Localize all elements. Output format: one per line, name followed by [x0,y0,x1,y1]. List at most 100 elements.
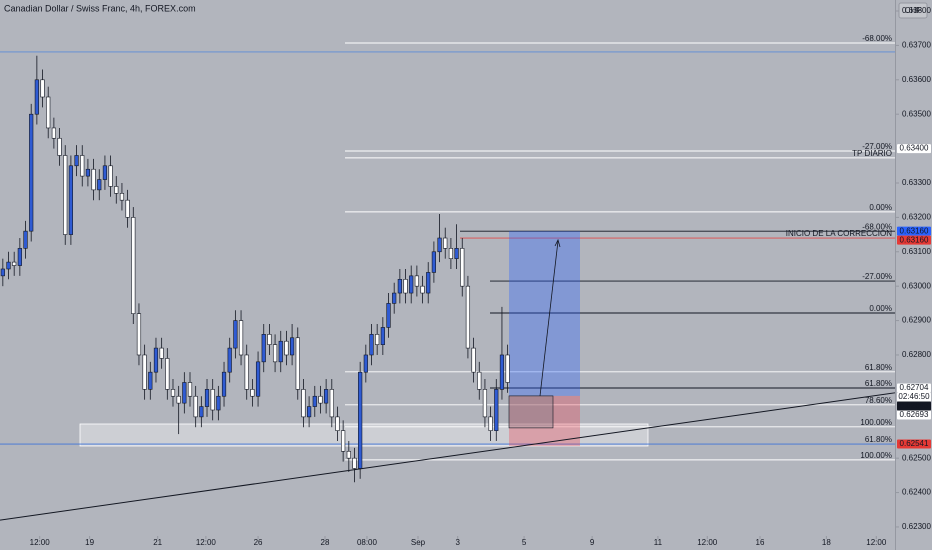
level-label: 100.00% [860,451,892,460]
y-tick-label: 0.63100 [902,247,931,256]
candle-body [108,165,113,187]
price-label: 0.62541 [900,439,929,448]
candle-body [187,382,193,397]
candle-body [29,113,34,232]
candle-body [426,272,431,294]
entry-box [508,395,554,429]
candle-body [238,320,244,356]
candle-body [272,344,278,363]
x-tick-label: 12:00 [30,538,51,547]
y-tick-label: 0.63300 [902,178,931,187]
candle-body [307,406,312,418]
candle-body [182,382,187,404]
price-label-box [897,410,931,420]
candle-body [341,430,346,452]
candle-body [318,395,323,404]
candle-body [233,320,238,349]
price-label: 0.62693 [900,401,929,410]
level-label: -27.00% [862,272,892,281]
candle-body [114,186,119,194]
x-tick-label: 12:00 [866,538,887,547]
candle-body [465,285,471,349]
x-tick-label: 5 [522,538,527,547]
candle-body [159,347,164,359]
y-tick-label: 0.63700 [902,41,931,50]
candle-body [46,96,51,129]
trend-line [0,392,896,521]
target-zone [509,231,580,396]
y-tick-label: 0.63500 [902,109,931,118]
candle-body [471,347,476,373]
candle-body [153,347,159,373]
candle-body [431,251,436,273]
level-label: 61.80% [865,379,892,388]
level-label: -68.00% [862,34,892,43]
x-tick-label: Sep [411,538,426,547]
candle-body [12,261,17,266]
level-label: 0.00% [869,203,892,212]
candle-body [301,389,306,418]
candle-body [204,389,210,407]
level-label: -27.00% [862,142,892,151]
level-label: TP DIARIO [852,149,892,158]
level-label: INICIO DE LA CORRECCION [786,229,892,238]
candle-body [352,457,357,469]
chart-title: Canadian Dollar / Swiss Franc, 4h, FOREX… [4,3,196,13]
currency-box [898,2,928,19]
candle-body [278,340,283,363]
candle-body [250,389,255,397]
candle-body [358,371,363,469]
x-tick-label: 21 [153,538,162,547]
candle-body [6,261,11,270]
y-tick-label: 0.62500 [902,453,931,462]
y-tick-label: 0.63000 [902,281,931,290]
level-label: 61.80% [865,435,892,444]
candle-body [34,79,39,115]
candle-body [97,179,102,191]
level-label: 78.60% [865,396,892,405]
candle-body [51,127,56,139]
level-label: 61.80% [865,363,892,372]
price-label-box [897,401,931,411]
candle-body [142,354,147,390]
x-tick-label: 3 [455,538,460,547]
candle-body [23,230,28,249]
x-tick-label: 28 [321,538,330,547]
candle-body [363,354,368,373]
candle-body [68,165,73,235]
candle-body [335,416,340,431]
y-tick-label: 0.63200 [902,212,931,221]
price-label: 0.62693 [900,410,929,419]
level-label: -68.00% [862,222,892,231]
price-label: 0.63160 [900,226,929,235]
candle-body [85,168,91,177]
y-tick-label: 0.63600 [902,75,931,84]
candle-body [477,371,482,390]
candle-body [170,389,176,397]
price-label: 0.63400 [900,144,929,153]
candle-body [369,334,374,356]
candle-body [403,278,408,294]
currency: CHF [905,6,922,15]
candle-body [414,275,419,287]
price-label-box [897,235,931,245]
candle-body [165,358,170,390]
candle-body [102,165,108,180]
x-tick-label: 11 [654,538,663,547]
candle-body [346,450,351,459]
candle-body [91,168,96,191]
candle-body [284,340,289,356]
price-label: 02:46:50 [898,392,930,401]
candle-body [17,248,22,266]
candle-body [454,248,459,259]
candle-body [210,389,215,411]
candle-body [312,395,317,407]
candle-body [136,313,142,356]
price-label-box [897,392,931,402]
x-tick-label: 19 [85,538,94,547]
candle-body [74,155,79,167]
x-tick-label: 26 [254,538,263,547]
candle-body [324,389,329,404]
candle-body [131,217,136,314]
